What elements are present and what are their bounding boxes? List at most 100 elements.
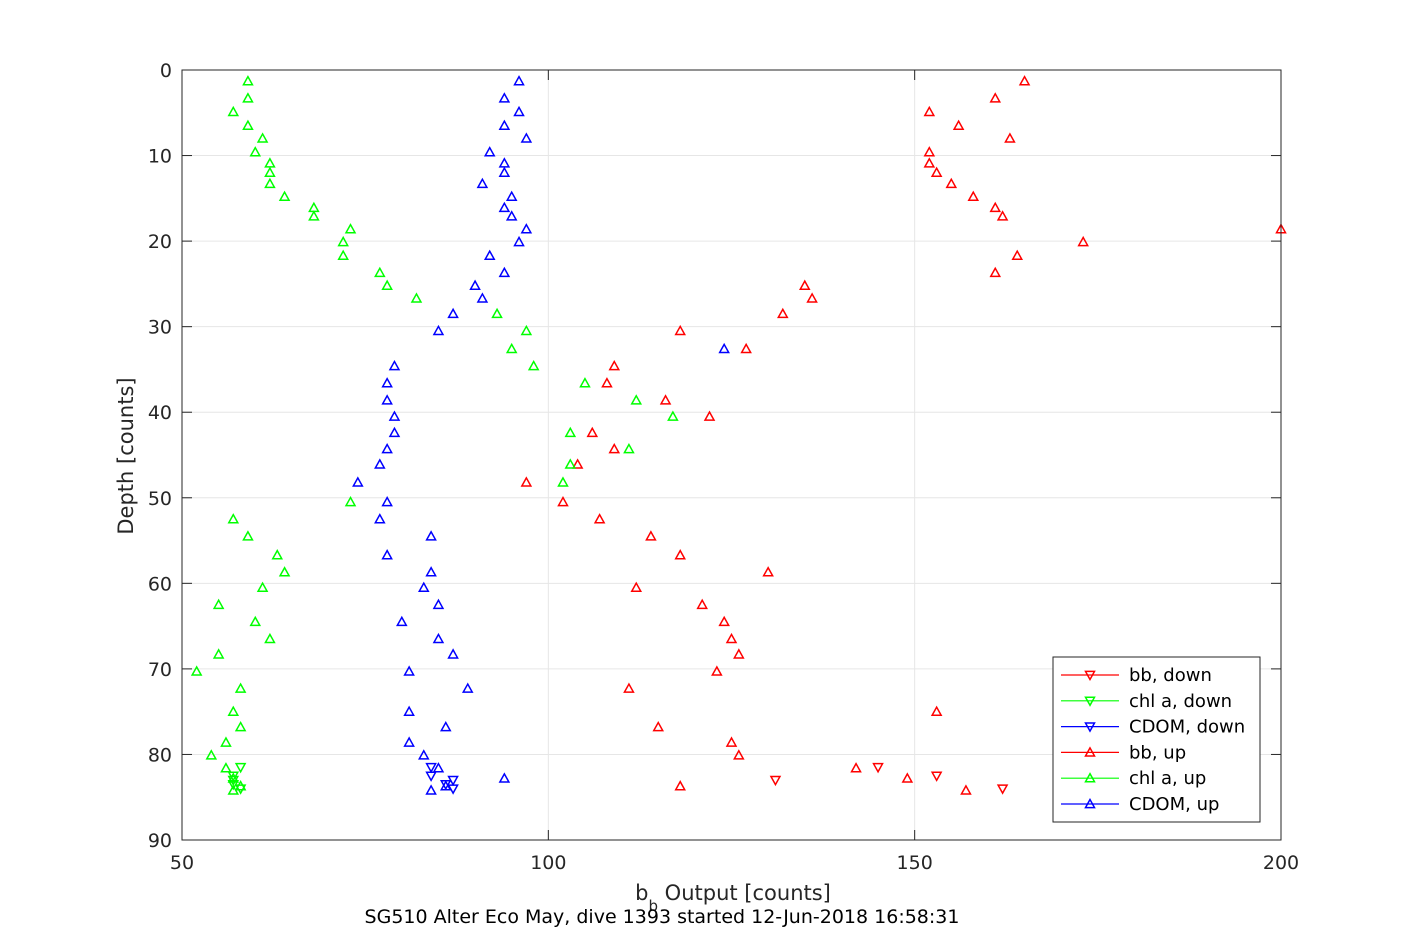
data-point <box>337 249 349 261</box>
legend-label: CDOM, up <box>1129 794 1219 815</box>
data-point <box>498 201 511 213</box>
x-axis-label-rest: Output [counts] <box>658 881 831 905</box>
data-point <box>220 762 232 773</box>
y-tick-label: 0 <box>160 60 172 82</box>
data-point <box>381 279 393 290</box>
y-tick-label: 20 <box>148 231 172 253</box>
y-tick-label: 60 <box>148 573 172 595</box>
legend-entry: CDOM, up <box>1061 794 1219 815</box>
data-point <box>989 201 1002 213</box>
data-point <box>425 771 437 782</box>
y-tick-label: 40 <box>148 402 172 424</box>
data-point <box>439 721 452 732</box>
data-point <box>278 566 291 577</box>
data-point <box>1077 235 1089 247</box>
data-point <box>557 496 569 507</box>
series-3 <box>520 75 1287 795</box>
data-point <box>718 342 730 354</box>
data-point <box>425 566 437 577</box>
axis-ticks: 50 100 150 200 0 10 20 30 40 50 60 70 80 90 <box>148 60 1299 874</box>
data-point <box>901 772 914 783</box>
data-point <box>777 307 789 319</box>
data-point <box>996 784 1009 795</box>
data-point <box>608 359 621 371</box>
legend-marker <box>1084 670 1096 682</box>
data-point <box>227 784 240 795</box>
legend-label: bb, down <box>1129 665 1212 686</box>
data-point <box>403 736 415 747</box>
data-point <box>227 105 240 117</box>
data-point <box>652 721 665 732</box>
data-point <box>945 177 958 189</box>
data-point <box>733 648 745 659</box>
data-point <box>227 513 240 524</box>
data-point <box>989 266 1002 278</box>
data-point <box>630 394 643 405</box>
data-point <box>220 736 232 747</box>
data-point <box>234 721 247 732</box>
x-axis-label-subscript: b <box>648 897 658 915</box>
data-point <box>1004 132 1016 143</box>
legend: bb, down chl a, down CDOM, down bb, up chl a… <box>1052 656 1261 823</box>
data-point <box>996 210 1009 221</box>
x-tick-label: 100 <box>530 852 566 874</box>
data-markers <box>190 75 1287 795</box>
data-point <box>1018 75 1031 86</box>
x-tick-label: 50 <box>170 852 194 874</box>
y-tick-label: 10 <box>148 146 172 168</box>
data-point <box>227 772 240 783</box>
legend-marker <box>1084 746 1096 757</box>
legend-entry: bb, down <box>1061 665 1212 686</box>
data-point <box>264 177 276 189</box>
data-point <box>989 92 1002 103</box>
axes-box <box>181 69 1282 841</box>
data-point <box>725 736 738 747</box>
data-point <box>483 146 496 157</box>
data-point <box>447 648 459 659</box>
data-point <box>234 780 247 791</box>
data-point <box>674 549 686 560</box>
data-point <box>667 410 679 421</box>
data-point <box>212 648 225 659</box>
data-point <box>930 705 943 717</box>
data-point <box>352 476 364 487</box>
data-point <box>410 292 423 303</box>
data-point <box>740 342 752 354</box>
data-point <box>381 549 393 560</box>
data-point <box>1011 249 1024 261</box>
data-point <box>227 705 240 717</box>
data-point <box>403 665 415 676</box>
x-axis-label: bb Output [counts] <box>635 881 831 915</box>
data-point <box>674 324 686 336</box>
data-point <box>696 598 708 610</box>
x-axis-label-base: b <box>635 881 648 905</box>
data-point <box>762 566 774 577</box>
data-point <box>674 780 686 791</box>
data-point <box>374 266 386 278</box>
data-point <box>418 749 430 760</box>
data-point <box>212 598 225 610</box>
data-point <box>256 581 269 592</box>
data-point <box>242 119 254 130</box>
data-point <box>718 615 730 627</box>
data-point <box>205 749 218 760</box>
data-point <box>425 762 437 774</box>
data-point <box>432 632 445 644</box>
data-point <box>930 166 943 178</box>
series-4 <box>190 75 679 795</box>
y-tick-label: 90 <box>148 830 172 852</box>
data-point <box>923 105 936 117</box>
data-point <box>498 119 511 130</box>
y-tick-label: 30 <box>148 317 172 339</box>
data-point <box>769 775 782 787</box>
data-point <box>264 632 276 644</box>
data-point <box>520 476 533 487</box>
data-point <box>308 210 320 221</box>
data-point <box>630 581 643 592</box>
data-point <box>806 292 818 303</box>
data-point <box>645 530 657 541</box>
data-point <box>242 530 254 541</box>
data-point <box>498 166 511 178</box>
data-point <box>520 324 533 336</box>
legend-label: CDOM, down <box>1129 717 1245 738</box>
